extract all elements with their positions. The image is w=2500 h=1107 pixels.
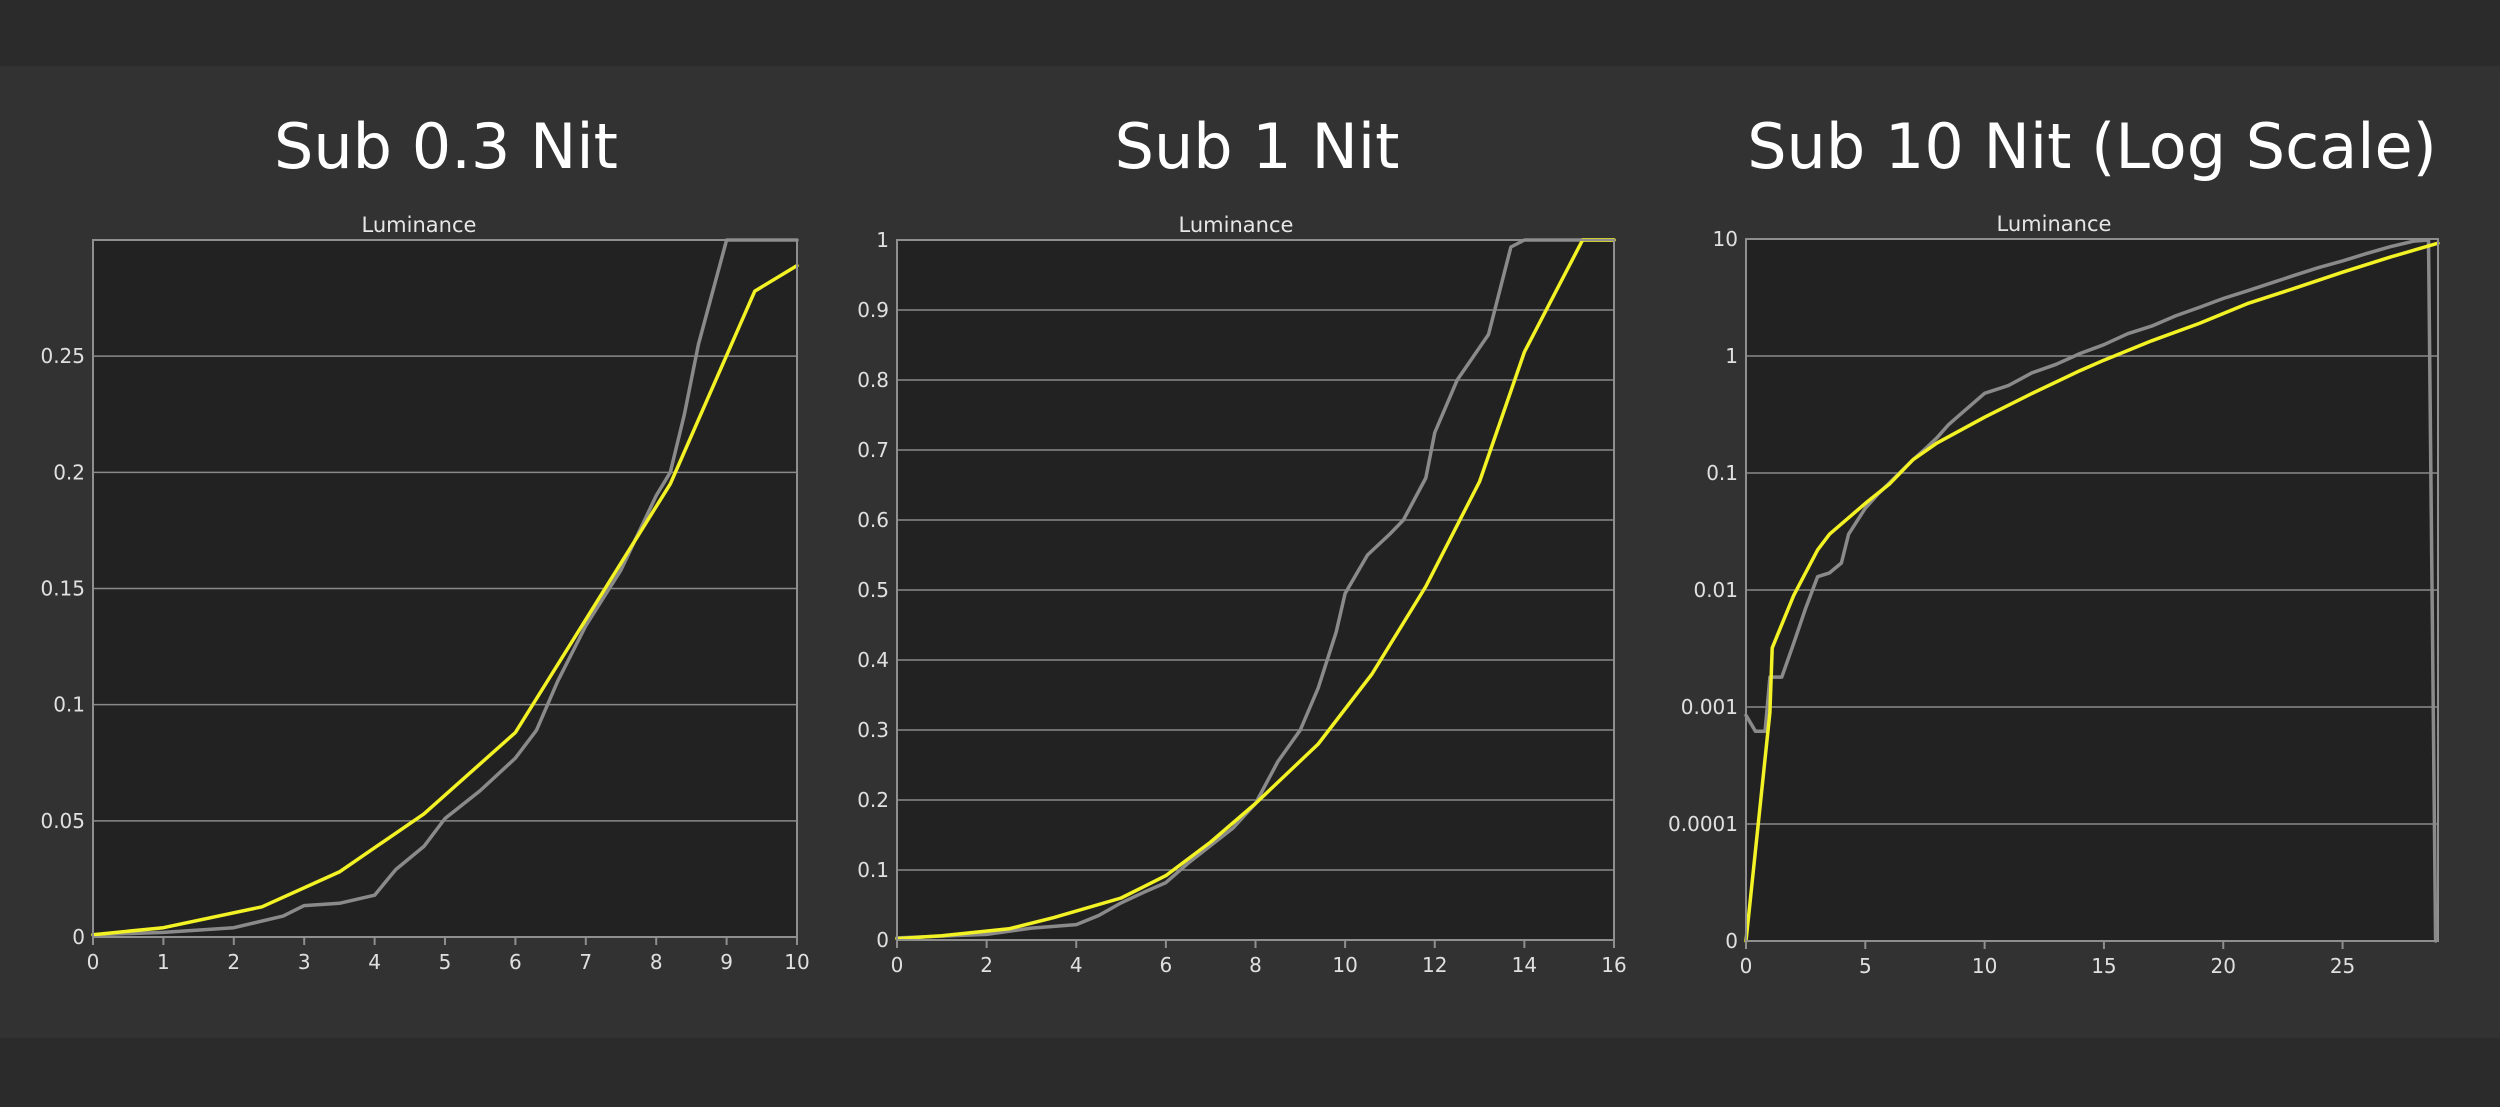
x-tick-label: 0 xyxy=(87,950,100,974)
x-tick-label: 8 xyxy=(1249,953,1262,977)
y-tick-label: 0.1 xyxy=(53,693,85,717)
series-line-gray xyxy=(1744,238,2438,943)
x-tick-label: 2 xyxy=(227,950,240,974)
x-tick-label: 0 xyxy=(891,953,904,977)
x-tick-label: 4 xyxy=(368,950,381,974)
x-tick-label: 1 xyxy=(157,950,170,974)
chart-title: Sub 10 Nit (Log Scale) xyxy=(1747,110,2437,183)
x-tick-label: 15 xyxy=(2091,954,2116,978)
chart-title: Sub 0.3 Nit xyxy=(274,110,618,183)
series-line-gray xyxy=(91,238,799,937)
x-tick-label: 10 xyxy=(1972,954,1997,978)
x-tick-label: 12 xyxy=(1422,953,1447,977)
y-tick-label: 0.0001 xyxy=(1668,812,1738,836)
series-line-yellow xyxy=(895,238,1616,941)
series-line-yellow xyxy=(1744,241,2440,943)
y-tick-label: 0.15 xyxy=(40,577,85,601)
plot-frame xyxy=(1745,238,2439,942)
series-line-yellow xyxy=(91,263,799,937)
y-tick-label: 0 xyxy=(1725,929,1738,953)
x-tick-label: 5 xyxy=(439,950,452,974)
x-tick-label: 2 xyxy=(980,953,993,977)
y-tick-label: 0.9 xyxy=(857,298,889,322)
x-tick-label: 5 xyxy=(1859,954,1872,978)
y-tick-label: 0.05 xyxy=(40,809,85,833)
y-tick-label: 0.8 xyxy=(857,368,889,392)
y-tick-label: 0.1 xyxy=(857,858,889,882)
y-tick-label: 0.7 xyxy=(857,438,889,462)
x-tick-label: 6 xyxy=(1160,953,1173,977)
y-tick-label: 0.5 xyxy=(857,578,889,602)
x-tick-label: 4 xyxy=(1070,953,1083,977)
x-tick-label: 14 xyxy=(1512,953,1537,977)
x-tick-label: 20 xyxy=(2211,954,2236,978)
y-tick-label: 0.2 xyxy=(53,460,85,484)
x-tick-label: 16 xyxy=(1601,953,1626,977)
y-tick-label: 0.6 xyxy=(857,508,889,532)
x-tick-label: 10 xyxy=(1332,953,1357,977)
y-tick-label: 0.4 xyxy=(857,648,889,672)
series-line-gray xyxy=(895,238,1616,940)
y-tick-label: 0 xyxy=(876,928,889,952)
y-tick-label: 1 xyxy=(876,228,889,252)
x-tick-label: 10 xyxy=(784,950,809,974)
chart-subtitle: Luminance xyxy=(1179,213,1294,237)
y-tick-label: 0 xyxy=(72,925,85,949)
x-tick-label: 9 xyxy=(720,950,733,974)
x-tick-label: 25 xyxy=(2330,954,2355,978)
y-tick-label: 0.2 xyxy=(857,788,889,812)
y-tick-label: 0.25 xyxy=(40,344,85,368)
x-tick-label: 8 xyxy=(650,950,663,974)
x-tick-label: 0 xyxy=(1740,954,1753,978)
chart-subtitle: Luminance xyxy=(1997,212,2112,236)
y-tick-label: 0.01 xyxy=(1693,578,1738,602)
y-tick-label: 0.3 xyxy=(857,718,889,742)
x-tick-label: 6 xyxy=(509,950,522,974)
y-tick-label: 0.1 xyxy=(1706,461,1738,485)
y-tick-label: 0.001 xyxy=(1681,695,1738,719)
x-tick-label: 3 xyxy=(298,950,311,974)
x-tick-label: 7 xyxy=(579,950,592,974)
chart-title: Sub 1 Nit xyxy=(1115,110,1400,183)
y-tick-label: 1 xyxy=(1725,344,1738,368)
y-tick-label: 10 xyxy=(1713,227,1738,251)
chart-subtitle: Luminance xyxy=(362,213,477,237)
